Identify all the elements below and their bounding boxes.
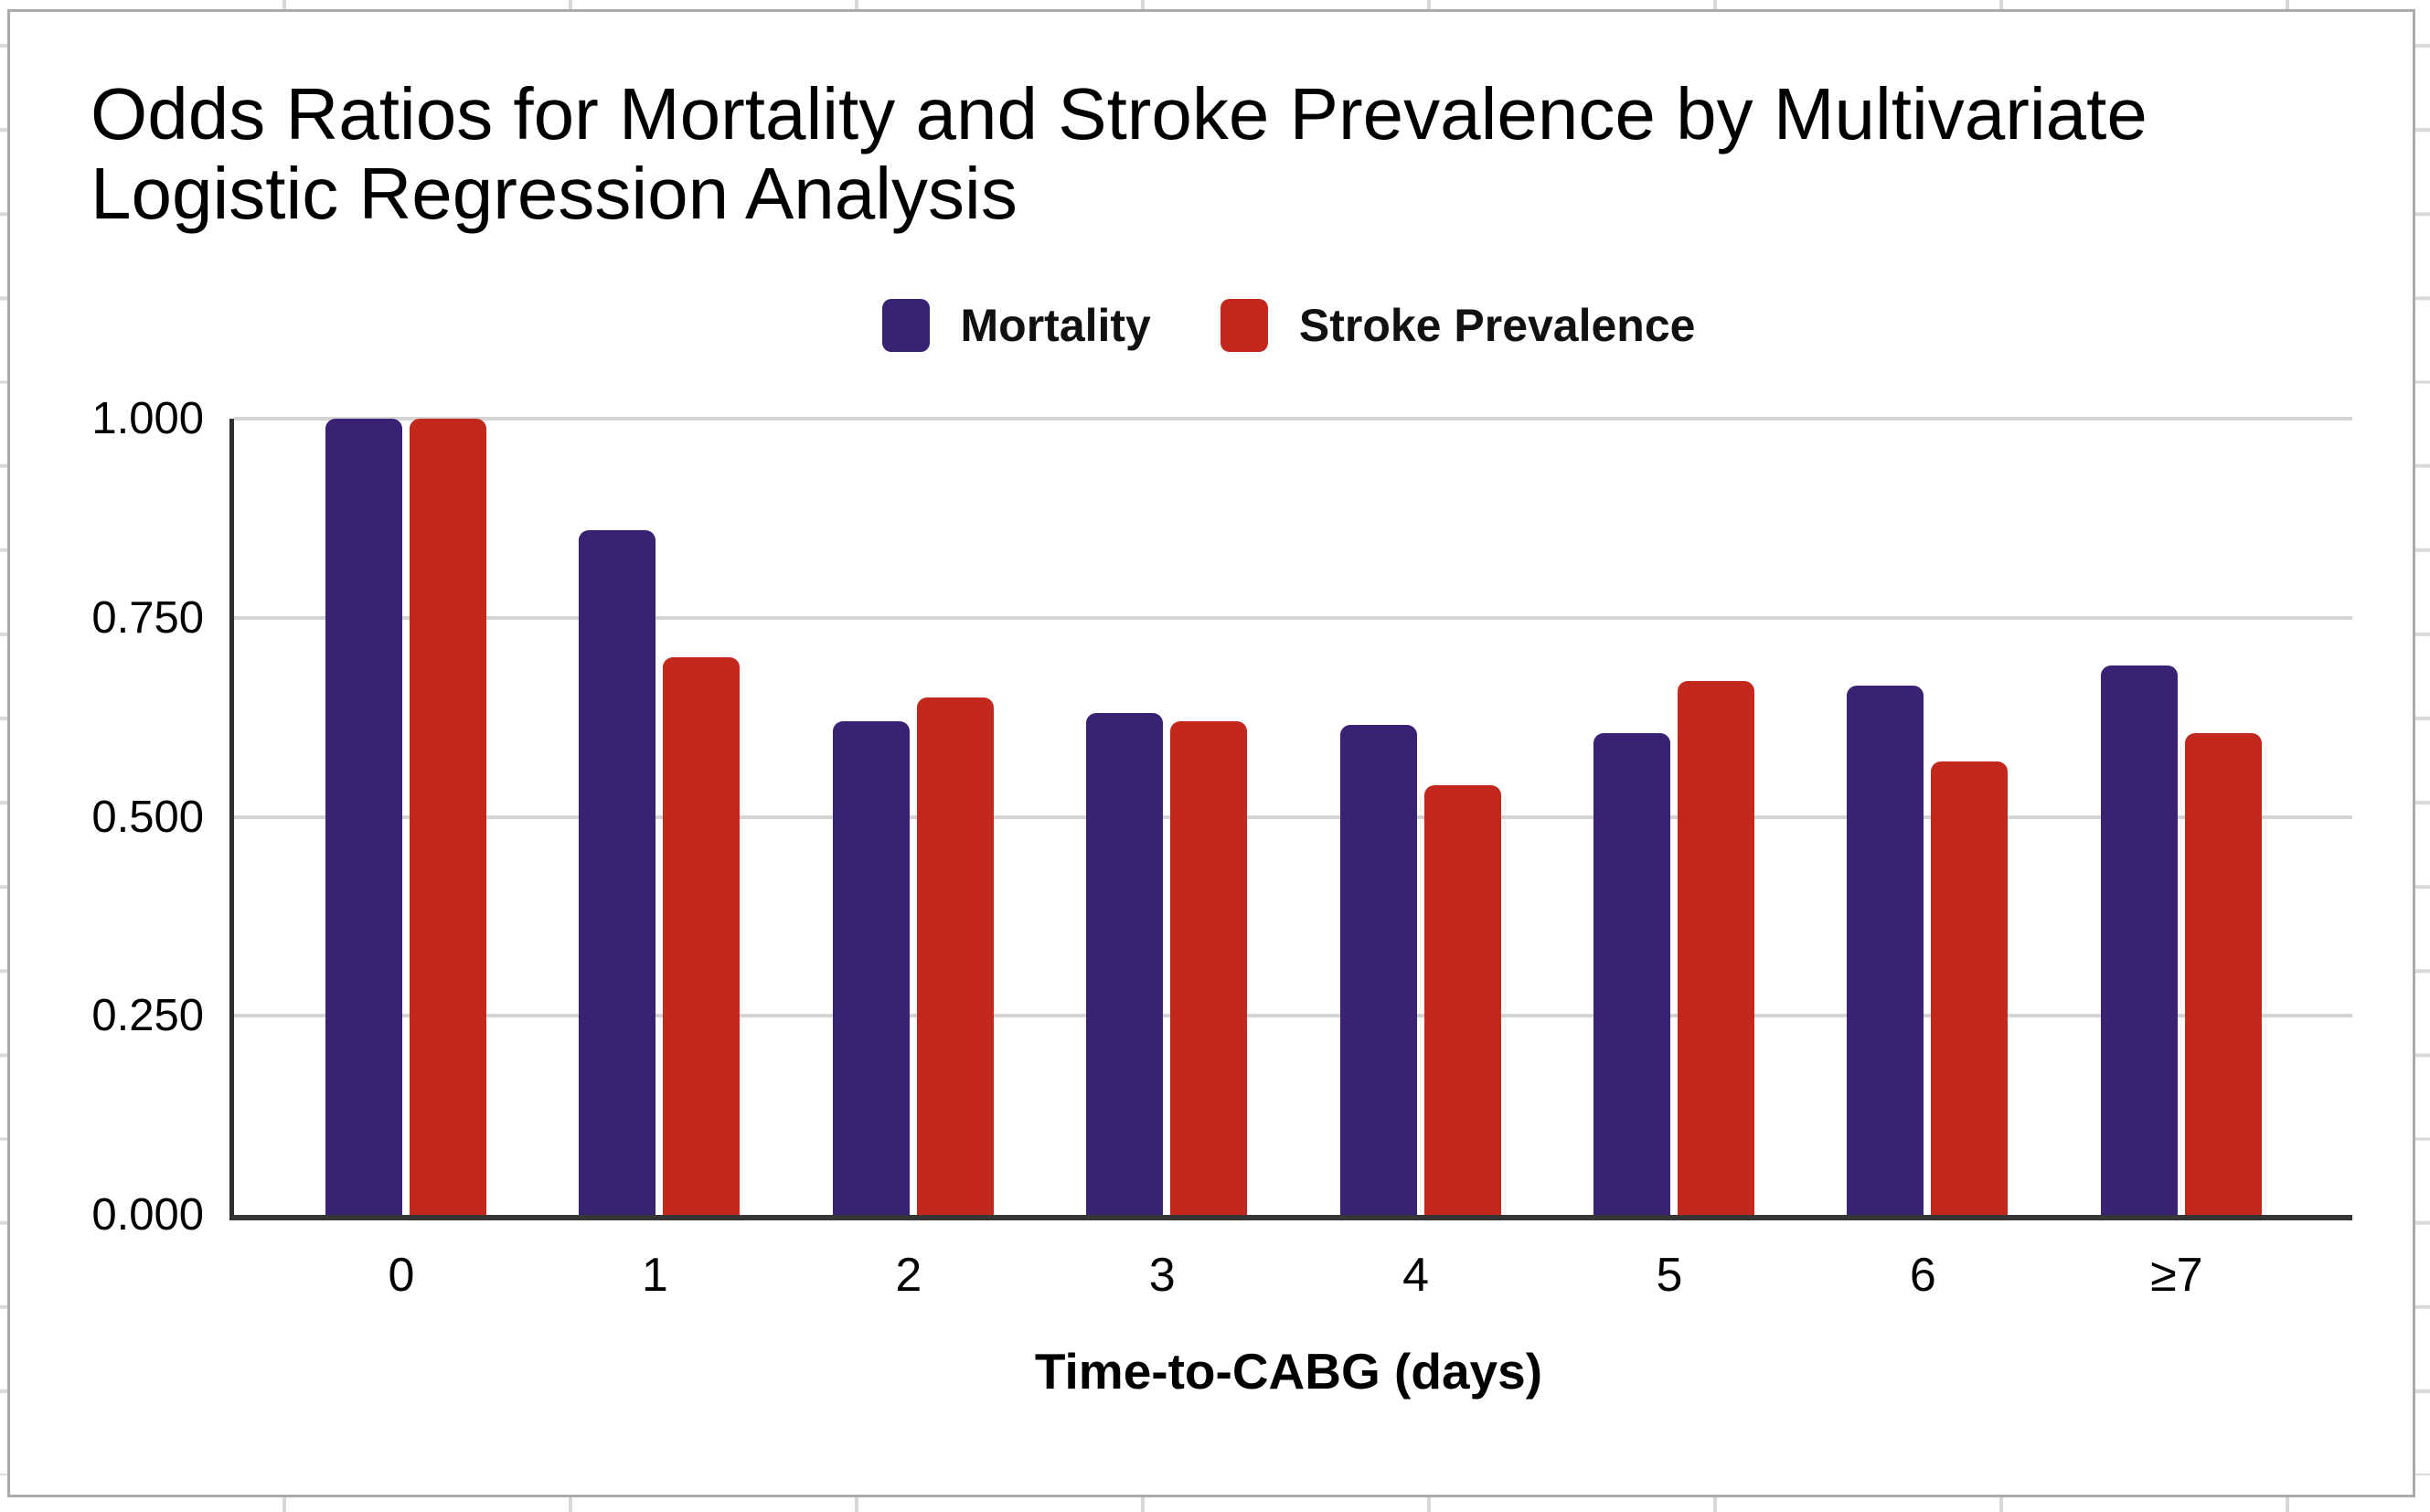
gridline-0.750 [234,615,2352,620]
y-tick-label-0.500: 0.500 [91,792,204,842]
bar-stroke-prevalence-7 [2184,733,2262,1215]
legend-item-mortality: Mortality [881,299,1151,352]
bar-stroke-prevalence-1 [663,657,741,1215]
gridline-0.250 [234,1014,2352,1018]
bar-mortality-0 [325,419,402,1215]
bar-stroke-prevalence-5 [1678,681,1754,1215]
bar-stroke-prevalence-3 [1170,721,1248,1215]
legend-swatch-stroke-prevalence [1220,299,1268,352]
bar-stroke-prevalence-4 [1423,785,1501,1215]
chart-container[interactable]: Odds Ratios for Mortality and Stroke Pre… [7,9,2415,1497]
x-axis-title: Time-to-CABG (days) [1034,1343,1543,1400]
legend-label-stroke-prevalence: Stroke Prevalence [1298,300,1696,351]
x-tick-label-6: 6 [1909,1249,1936,1302]
x-tick-label-0: 0 [388,1249,415,1302]
x-tick-label-5: 5 [1656,1249,1683,1302]
bar-mortality-6 [1847,686,1924,1215]
bar-mortality-2 [832,721,910,1215]
x-tick-label-4: 4 [1402,1249,1430,1302]
gridline-0.500 [234,815,2352,819]
bar-mortality-1 [579,530,656,1215]
bar-mortality-4 [1339,725,1417,1215]
plot-area [229,417,2352,1220]
bar-stroke-prevalence-2 [916,697,994,1215]
bar-mortality-7 [2100,665,2178,1215]
chart-title: Odds Ratios for Mortality and Stroke Pre… [91,73,2148,235]
legend: Mortality Stroke Prevalence [229,293,2348,357]
y-tick-label-1.000: 1.000 [91,394,204,443]
legend-swatch-mortality [881,299,930,352]
y-tick-label-0.000: 0.000 [91,1190,204,1240]
bar-mortality-5 [1593,733,1670,1215]
legend-item-stroke-prevalence: Stroke Prevalence [1220,299,1696,352]
y-tick-label-0.250: 0.250 [91,991,204,1041]
y-tick-label-0.750: 0.750 [91,592,204,643]
chart-title-line-1: Odds Ratios for Mortality and Stroke Pre… [91,73,2148,154]
gridline-1.000 [234,417,2352,421]
x-tick-label-2: 2 [895,1249,922,1302]
legend-label-mortality: Mortality [960,300,1151,351]
x-tick-label-7: ≥7 [2150,1249,2203,1302]
bar-stroke-prevalence-6 [1931,761,2009,1215]
bar-stroke-prevalence-0 [410,419,486,1215]
bar-mortality-3 [1086,713,1164,1215]
x-tick-label-3: 3 [1148,1249,1176,1302]
chart-title-line-2: Logistic Regression Analysis [91,153,1018,235]
x-tick-label-1: 1 [641,1249,668,1302]
